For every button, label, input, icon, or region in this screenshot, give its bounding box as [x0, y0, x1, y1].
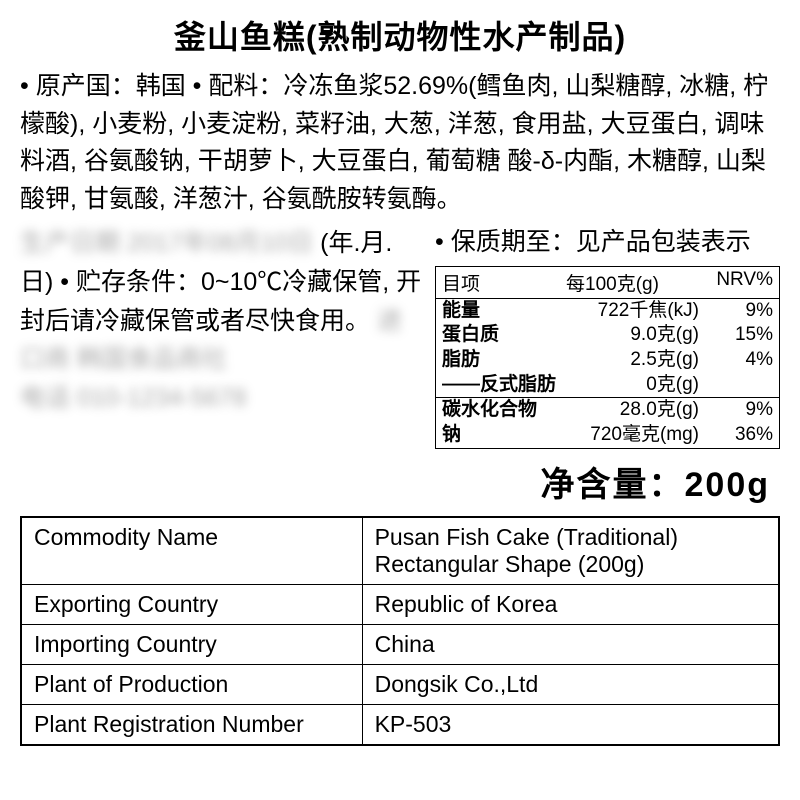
nut-value: 0克(g)	[562, 373, 703, 398]
storage-info: 生产日期 2017年08月10日 (年.月.日) • 贮存条件：0~10℃冷藏保…	[20, 224, 425, 449]
nut-nrv: 9%	[703, 398, 773, 423]
nut-nrv: 36%	[703, 423, 773, 448]
info-label: Exporting Country	[21, 584, 362, 624]
nut-value: 722千焦(kJ)	[562, 299, 703, 324]
nut-nrv: 9%	[703, 299, 773, 324]
info-row: Exporting CountryRepublic of Korea	[21, 584, 779, 624]
nutrition-table: 目项 每100克(g) NRV% 能量722千焦(kJ)9%蛋白质9.0克(g)…	[435, 266, 780, 449]
nut-label: 碳水化合物	[442, 398, 562, 423]
info-label: Plant of Production	[21, 664, 362, 704]
nutrition-header: 目项 每100克(g) NRV%	[436, 267, 779, 299]
middle-section: 生产日期 2017年08月10日 (年.月.日) • 贮存条件：0~10℃冷藏保…	[20, 224, 780, 449]
info-label: Plant Registration Number	[21, 704, 362, 745]
info-row: Plant Registration NumberKP-503	[21, 704, 779, 745]
nut-value: 9.0克(g)	[562, 323, 703, 348]
nut-value: 720毫克(mg)	[562, 423, 703, 448]
info-value: Republic of Korea	[362, 584, 779, 624]
nut-header-nrv: NRV%	[703, 269, 773, 296]
nutrition-row: ——反式脂肪0克(g)	[436, 373, 779, 399]
info-value: KP-503	[362, 704, 779, 745]
nut-value: 28.0克(g)	[562, 398, 703, 423]
nut-nrv: 4%	[703, 348, 773, 373]
nut-value: 2.5克(g)	[562, 348, 703, 373]
nut-label: 能量	[442, 299, 562, 324]
nutrition-row: 脂肪2.5克(g)4%	[436, 348, 779, 373]
info-value: Dongsik Co.,Ltd	[362, 664, 779, 704]
nut-nrv: 15%	[703, 323, 773, 348]
nut-nrv	[703, 373, 773, 398]
nut-header-item: 目项	[442, 269, 522, 296]
product-info-table: Commodity NamePusan Fish Cake (Tradition…	[20, 516, 780, 746]
info-row: Plant of ProductionDongsik Co.,Ltd	[21, 664, 779, 704]
nut-label: 脂肪	[442, 348, 562, 373]
nut-label: 钠	[442, 423, 562, 448]
info-row: Importing CountryChina	[21, 624, 779, 664]
net-weight: 净含量：200g	[20, 457, 770, 506]
nut-header-per100g: 每100克(g)	[522, 269, 703, 296]
nut-label: ——反式脂肪	[442, 373, 562, 398]
nutrition-body: 能量722千焦(kJ)9%蛋白质9.0克(g)15%脂肪2.5克(g)4%——反…	[436, 299, 779, 448]
nut-label: 蛋白质	[442, 323, 562, 348]
nutrition-row: 碳水化合物28.0克(g)9%	[436, 398, 779, 423]
info-row: Commodity NamePusan Fish Cake (Tradition…	[21, 517, 779, 585]
shelf-life-text: • 保质期至：见产品包装表示	[435, 224, 780, 262]
right-column: • 保质期至：见产品包装表示 目项 每100克(g) NRV% 能量722千焦(…	[435, 224, 780, 449]
blurred-text-1: 生产日期 2017年08月10日	[20, 229, 313, 257]
ingredients-text: • 原产国：韩国 • 配料：冷冻鱼浆52.69%(鳕鱼肉, 山梨糖醇, 冰糖, …	[20, 68, 780, 218]
nutrition-row: 能量722千焦(kJ)9%	[436, 299, 779, 324]
info-value: China	[362, 624, 779, 664]
product-title: 釜山鱼糕(熟制动物性水产制品)	[20, 12, 780, 58]
blurred-text-3: 电话 010-1234-5678	[20, 384, 247, 412]
nutrition-row: 钠720毫克(mg)36%	[436, 423, 779, 448]
info-label: Commodity Name	[21, 517, 362, 585]
info-label: Importing Country	[21, 624, 362, 664]
info-value: Pusan Fish Cake (Traditional) Rectangula…	[362, 517, 779, 585]
nutrition-row: 蛋白质9.0克(g)15%	[436, 323, 779, 348]
